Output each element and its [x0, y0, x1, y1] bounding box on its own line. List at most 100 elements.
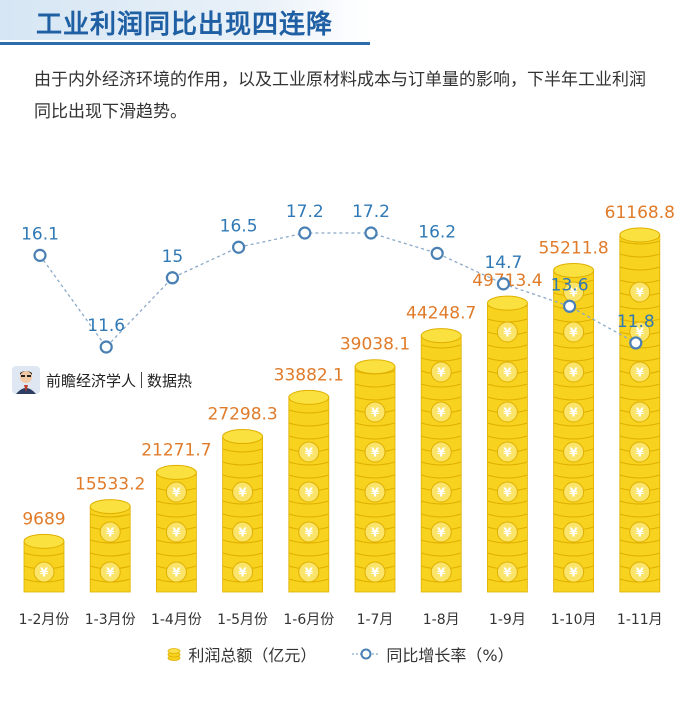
- page-subtitle: 由于内外经济环境的作用，以及工业原材料成本与订单量的影响，下半年工业利润同比出现…: [34, 70, 646, 122]
- growth-point: [33, 248, 47, 262]
- svg-text:¥: ¥: [636, 446, 645, 460]
- title-underline: [0, 42, 370, 45]
- svg-text:¥: ¥: [40, 566, 49, 580]
- brand-watermark: 前瞻经济学人 数据热: [12, 366, 192, 394]
- bar-labels-layer: 9689 15533.2 21271.7 27298.3 33882.1 39038.1 4…: [22, 203, 675, 529]
- svg-text:¥: ¥: [569, 406, 578, 420]
- growth-point: [99, 340, 113, 354]
- chart-legend: 利润总额（亿元） 同比增长率（%）: [0, 640, 680, 668]
- svg-text:¥: ¥: [569, 326, 578, 340]
- profit-value-label: 15533.2: [75, 475, 145, 495]
- svg-text:¥: ¥: [636, 526, 645, 540]
- svg-text:¥: ¥: [636, 566, 645, 580]
- x-tick-label: 1-7月: [357, 612, 394, 628]
- svg-text:¥: ¥: [238, 526, 247, 540]
- x-tick-label: 1-2月份: [19, 612, 70, 628]
- growth-value-label: 16.1: [21, 224, 59, 244]
- x-tick-label: 1-11月: [617, 612, 663, 628]
- svg-text:¥: ¥: [569, 366, 578, 380]
- svg-text:¥: ¥: [437, 486, 446, 500]
- x-tick-label: 1-9月: [489, 612, 526, 628]
- svg-text:¥: ¥: [437, 566, 446, 580]
- svg-text:¥: ¥: [636, 326, 645, 340]
- svg-text:¥: ¥: [371, 406, 380, 420]
- growth-point: [562, 299, 577, 313]
- x-tick-label: 1-3月份: [85, 612, 136, 628]
- growth-point: [629, 336, 643, 350]
- growth-point: [232, 240, 246, 254]
- svg-text:¥: ¥: [305, 566, 314, 580]
- svg-text:¥: ¥: [569, 486, 578, 500]
- growth-point: [496, 277, 510, 291]
- title-band: [0, 0, 370, 40]
- growth-point: [364, 226, 378, 240]
- svg-text:¥: ¥: [503, 366, 512, 380]
- x-tick-label: 1-5月份: [217, 612, 268, 628]
- line-marker-icon: [352, 648, 381, 660]
- svg-text:¥: ¥: [371, 446, 380, 460]
- legend-label-profit: 利润总额（亿元）: [188, 646, 317, 665]
- profit-bar: ¥ ¥ ¥ ¥ ¥ ¥: [420, 328, 462, 593]
- legend-item-growth: 同比增长率（%）: [352, 642, 514, 666]
- growth-value-label: 15: [162, 247, 184, 267]
- profit-bar: ¥ ¥ ¥: [155, 464, 197, 593]
- svg-text:¥: ¥: [503, 406, 512, 420]
- growth-point: [430, 246, 444, 260]
- legend-item-profit: 利润总额（亿元）: [166, 642, 316, 666]
- svg-text:¥: ¥: [371, 566, 380, 580]
- svg-text:¥: ¥: [172, 526, 181, 540]
- growth-point: [165, 271, 179, 285]
- svg-text:¥: ¥: [106, 526, 115, 540]
- x-tick-label: 1-6月份: [283, 612, 334, 628]
- profit-bar: ¥ ¥ ¥ ¥ ¥ ¥ ¥: [486, 295, 528, 593]
- profit-value-label: 9689: [22, 509, 65, 529]
- avatar-icon: [12, 366, 40, 394]
- svg-text:¥: ¥: [437, 366, 446, 380]
- svg-text:¥: ¥: [569, 446, 578, 460]
- growth-value-label: 17.2: [286, 202, 324, 222]
- svg-text:¥: ¥: [437, 446, 446, 460]
- svg-text:¥: ¥: [569, 526, 578, 540]
- growth-value-label: 11.6: [87, 316, 125, 336]
- svg-text:¥: ¥: [503, 446, 512, 460]
- profit-value-label: 27298.3: [207, 405, 277, 425]
- svg-text:¥: ¥: [371, 486, 380, 500]
- svg-text:¥: ¥: [503, 526, 512, 540]
- profit-value-label: 33882.1: [274, 365, 344, 385]
- svg-text:¥: ¥: [636, 286, 645, 300]
- page-title: 工业利润同比出现四连降: [36, 10, 334, 40]
- legend-label-growth: 同比增长率（%）: [386, 646, 514, 665]
- profit-bar: ¥: [23, 533, 65, 593]
- growth-value-label: 16.2: [418, 222, 456, 242]
- svg-text:¥: ¥: [437, 526, 446, 540]
- profit-bar: ¥ ¥ ¥ ¥: [288, 389, 330, 593]
- coin-stack-icon: [167, 648, 181, 661]
- svg-text:¥: ¥: [371, 526, 380, 540]
- growth-value-label: 14.7: [484, 253, 522, 273]
- svg-text:¥: ¥: [305, 486, 314, 500]
- growth-line-layer: 16.1 11.6 15 16.5 17.2 17.2 16.2 14.7 13.6 11.8: [21, 202, 655, 354]
- profit-value-label: 55211.8: [538, 238, 608, 258]
- growth-value-label: 13.6: [551, 275, 589, 295]
- x-tick-label: 1-8月: [423, 612, 460, 628]
- profit-bar: ¥ ¥ ¥: [222, 429, 264, 593]
- svg-text:¥: ¥: [305, 526, 314, 540]
- svg-text:¥: ¥: [172, 486, 181, 500]
- bars-layer: ¥ ¥¥¥¥¥¥¥¥¥¥¥¥¥¥¥¥¥¥¥¥¥¥¥¥¥¥¥¥¥¥¥¥¥¥¥¥¥¥¥…: [23, 227, 661, 593]
- brand-tag: 数据热: [147, 371, 193, 390]
- svg-text:¥: ¥: [636, 366, 645, 380]
- svg-text:¥: ¥: [437, 406, 446, 420]
- svg-text:¥: ¥: [503, 326, 512, 340]
- profit-bar: ¥ ¥ ¥ ¥ ¥: [354, 359, 396, 593]
- growth-value-label: 11.8: [617, 312, 655, 332]
- profit-value-label: 61168.8: [605, 203, 675, 223]
- brand-divider: [141, 372, 143, 388]
- svg-text:¥: ¥: [238, 486, 247, 500]
- svg-text:¥: ¥: [569, 286, 578, 300]
- profit-bar: ¥ ¥ ¥ ¥ ¥ ¥ ¥ ¥: [553, 262, 595, 593]
- svg-text:¥: ¥: [106, 566, 115, 580]
- x-tick-label: 1-4月份: [151, 612, 202, 628]
- profit-bar: ¥¥: [89, 499, 131, 593]
- profit-value-label: 39038.1: [340, 335, 410, 355]
